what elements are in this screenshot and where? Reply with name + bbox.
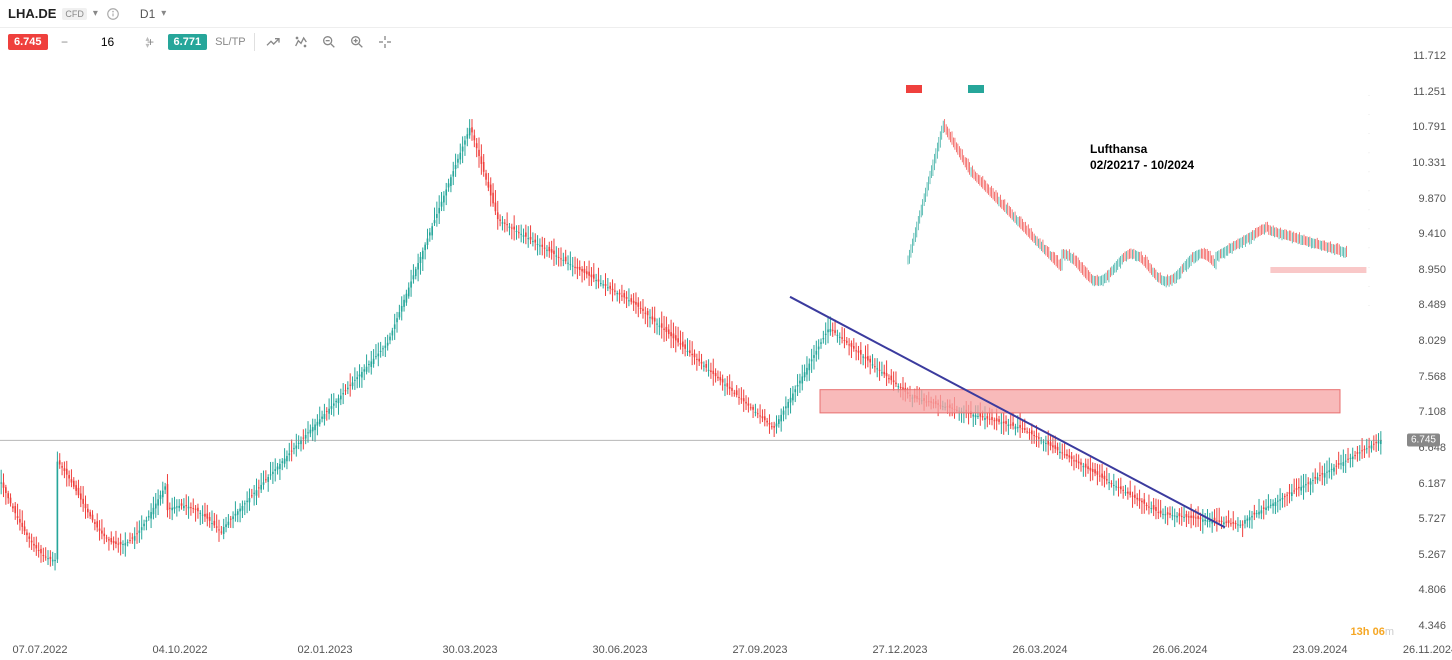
qty-value[interactable]: 16: [78, 35, 138, 49]
svg-text:·: ·: [1368, 169, 1370, 175]
inset-title-line1: Lufthansa: [1090, 142, 1147, 156]
countdown-minutes: 06: [1373, 626, 1385, 638]
qty-spinner[interactable]: ▴▾: [146, 35, 150, 49]
svg-text:·: ·: [1368, 265, 1370, 271]
ask-price-badge[interactable]: 6.771: [168, 34, 208, 50]
svg-text:·: ·: [1368, 131, 1370, 137]
svg-text:·: ·: [1368, 246, 1370, 252]
sltp-label[interactable]: SL/TP: [215, 36, 246, 48]
quantity-box: − 16 ▴▾ +: [56, 33, 160, 51]
y-axis-label: 7.108: [1418, 406, 1452, 418]
qty-plus-button[interactable]: +: [142, 33, 160, 51]
y-axis-label: 11.712: [1413, 50, 1452, 62]
x-axis-label: 27.12.2023: [872, 644, 927, 656]
y-axis-label: 8.950: [1418, 264, 1452, 276]
y-axis-label: 9.410: [1418, 228, 1452, 240]
svg-text:·: ·: [1368, 208, 1370, 214]
svg-text:·: ·: [1368, 227, 1370, 233]
y-axis-label: 8.489: [1418, 299, 1452, 311]
svg-text:·: ·: [1368, 303, 1370, 309]
bid-price-badge[interactable]: 6.745: [8, 34, 48, 50]
y-axis-label: 4.806: [1418, 584, 1452, 596]
separator: [254, 33, 255, 51]
quick-trade-icon[interactable]: [263, 32, 283, 52]
symbol-dropdown-icon[interactable]: ▾: [93, 8, 98, 19]
y-axis-label: 8.029: [1418, 335, 1452, 347]
svg-text:·: ·: [1368, 112, 1370, 118]
chart-area[interactable]: 13h 06m · · · · · · · · · · · · Lufthansa 02/20217 …: [0, 56, 1452, 660]
crosshair-icon[interactable]: [375, 32, 395, 52]
y-axis-label: 7.568: [1418, 371, 1452, 383]
x-axis-label: 30.03.2023: [442, 644, 497, 656]
countdown-m-suffix: m: [1385, 626, 1394, 638]
y-axis-label: 5.727: [1418, 513, 1452, 525]
x-axis-label: 27.09.2023: [732, 644, 787, 656]
y-axis-label: 11.251: [1413, 86, 1452, 98]
x-axis-label: 26.03.2024: [1012, 644, 1067, 656]
x-axis-label: 02.01.2023: [297, 644, 352, 656]
instrument-badge: CFD: [62, 8, 87, 20]
y-axis-label: 4.346: [1418, 620, 1452, 632]
x-axis-label: 23.09.2024: [1292, 644, 1347, 656]
x-axis-label: 30.06.2023: [592, 644, 647, 656]
x-axis-label: 07.07.2022: [12, 644, 67, 656]
svg-text:·: ·: [1368, 284, 1370, 290]
zoom-out-icon[interactable]: [319, 32, 339, 52]
inset-title-line2: 02/20217 - 10/2024: [1090, 158, 1194, 172]
symbol-name[interactable]: LHA.DE: [8, 6, 56, 21]
inset-chart-svg: · · · · · · · · · · · ·: [896, 77, 1376, 327]
order-toolbar: 6.745 − 16 ▴▾ + 6.771 SL/TP: [0, 28, 1452, 56]
x-axis-label: 26.11.2024: [1403, 644, 1452, 656]
inset-title: Lufthansa 02/20217 - 10/2024: [1090, 142, 1194, 173]
countdown-timer: 13h 06m: [1351, 626, 1394, 638]
y-axis-label: 10.791: [1412, 121, 1452, 133]
svg-text:·: ·: [1368, 93, 1370, 99]
x-axis-label: 26.06.2024: [1152, 644, 1207, 656]
indicator-tool-icon[interactable]: [291, 32, 311, 52]
countdown-hours: 13h: [1351, 626, 1370, 638]
svg-text:·: ·: [1368, 188, 1370, 194]
x-axis-label: 04.10.2022: [152, 644, 207, 656]
y-axis-label: 10.331: [1412, 157, 1452, 169]
y-axis-label: 5.267: [1418, 549, 1452, 561]
y-axis-label: 6.187: [1418, 478, 1452, 490]
info-icon[interactable]: [104, 5, 122, 23]
qty-minus-button[interactable]: −: [56, 33, 74, 51]
timeframe-label[interactable]: D1: [140, 7, 155, 21]
zoom-in-icon[interactable]: [347, 32, 367, 52]
current-price-tag: 6.745: [1407, 434, 1440, 447]
svg-text:·: ·: [1368, 150, 1370, 156]
y-axis-label: 9.870: [1418, 193, 1452, 205]
timeframe-dropdown-icon[interactable]: ▾: [161, 8, 166, 19]
inset-chart[interactable]: · · · · · · · · · · · ·: [895, 76, 1375, 326]
symbol-toolbar: LHA.DE CFD ▾ D1 ▾: [0, 0, 1452, 28]
